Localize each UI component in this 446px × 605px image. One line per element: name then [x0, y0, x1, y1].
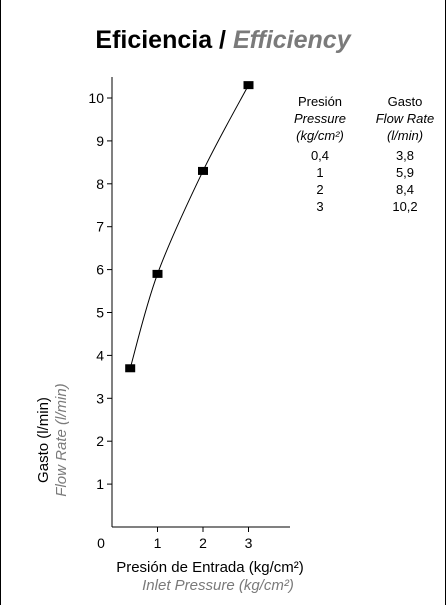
- axis-labels: Presión de Entrada (kg/cm²)Inlet Pressur…: [35, 383, 304, 594]
- y-tick-label: 7: [96, 219, 104, 235]
- table-cell: 3,8: [396, 148, 414, 163]
- data-point-marker: [125, 364, 136, 373]
- efficiency-curve: [129, 84, 249, 369]
- table-cell: 0,4: [311, 148, 329, 163]
- table-cell: 3: [316, 199, 323, 214]
- y-tick-label: 9: [96, 133, 104, 149]
- table-cell: 5,9: [396, 165, 414, 180]
- y-tick-label: 1: [96, 476, 104, 492]
- x-axis-label-en: Inlet Pressure (kg/cm²): [142, 577, 294, 594]
- table-header-en: Pressure: [294, 111, 346, 126]
- y-tick-label: 5: [96, 305, 104, 321]
- data-point-marker: [243, 81, 254, 90]
- table-cell: 2: [316, 182, 323, 197]
- curve-layer: [129, 84, 249, 369]
- table-cell: 8,4: [396, 182, 414, 197]
- x-tick-label: 2: [199, 535, 207, 551]
- table-header-unit: (kg/cm²): [296, 128, 344, 143]
- table-header-es: Gasto: [388, 94, 423, 109]
- origin-label: 0: [97, 535, 105, 551]
- y-tick-label: 10: [88, 90, 104, 106]
- axes: 1 2 3 4 5 6 7 8 9 10 1 2 3 0: [88, 77, 290, 551]
- data-point-marker: [198, 166, 208, 175]
- data-table: Presión Pressure (kg/cm²) Gasto Flow Rate (l/…: [294, 94, 434, 214]
- x-axis-label: Presión de Entrada (kg/cm²): [116, 559, 304, 576]
- table-header-es: Presión: [298, 94, 342, 109]
- y-tick-label: 6: [96, 262, 104, 278]
- data-markers: [125, 81, 254, 373]
- y-tick-label: 4: [96, 347, 104, 363]
- y-axis-label-en: Flow Rate (l/min): [53, 383, 70, 496]
- data-point-marker: [152, 269, 163, 278]
- table-header-unit: (l/min): [387, 128, 423, 143]
- y-tick-label: 8: [96, 176, 104, 192]
- table-cell: 10,2: [392, 199, 417, 214]
- y-tick-label: 3: [96, 390, 104, 406]
- table-cell: 1: [316, 165, 323, 180]
- chart-title: Eficiencia / Efficiency: [95, 26, 351, 54]
- y-tick-label: 2: [96, 433, 104, 449]
- x-tick-label: 3: [245, 535, 253, 551]
- x-tick-label: 1: [154, 535, 162, 551]
- table-header-en: Flow Rate: [376, 111, 435, 126]
- y-axis-label: Gasto (l/min): [35, 397, 52, 483]
